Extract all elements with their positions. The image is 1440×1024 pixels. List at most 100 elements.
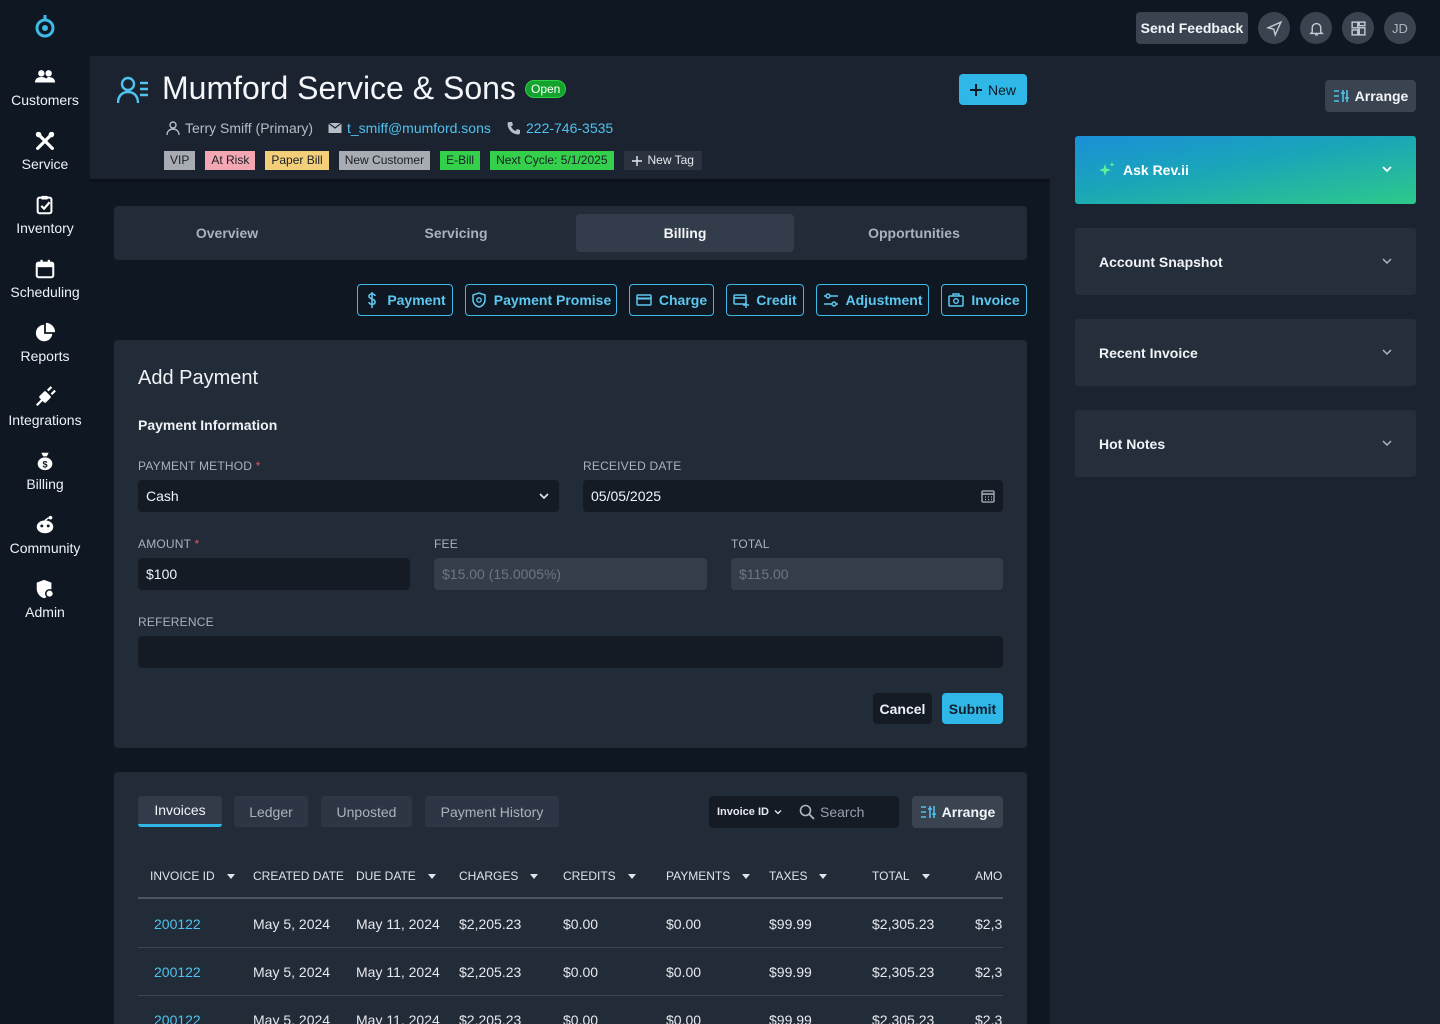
col-charges[interactable]: CHARGES (459, 869, 539, 883)
col-taxes[interactable]: TAXES (769, 869, 828, 883)
sidebar-item-billing[interactable]: $ Billing (0, 450, 90, 506)
col-amount[interactable]: AMO (975, 869, 1003, 883)
shield-dollar-icon (472, 292, 486, 308)
table-row[interactable]: 200122 May 5, 2024 May 11, 2024 $2,205.2… (138, 996, 1003, 1024)
tag-next-cycle[interactable]: Next Cycle: 5/1/2025 (490, 151, 614, 170)
customer-header: Mumford Service & Sons Open New Terry Sm… (90, 56, 1050, 182)
submit-button[interactable]: Submit (942, 693, 1003, 724)
tab-ledger[interactable]: Ledger (234, 796, 308, 827)
tab-servicing[interactable]: Servicing (424, 225, 488, 241)
tab-unposted[interactable]: Unposted (321, 796, 412, 827)
reference-label: REFERENCE (138, 615, 214, 629)
sort-caret-icon[interactable] (819, 873, 828, 879)
tag-new-customer[interactable]: New Customer (338, 151, 431, 170)
search-field-value: Invoice ID (717, 806, 769, 818)
tab-overview[interactable]: Overview (195, 225, 259, 241)
sidebar-item-service[interactable]: Service (0, 130, 90, 186)
payment-button[interactable]: Payment (357, 284, 453, 316)
amount-input[interactable]: $100 (138, 558, 410, 590)
cancel-button[interactable]: Cancel (873, 693, 932, 724)
new-button-label: New (987, 81, 1016, 98)
col-total[interactable]: TOTAL (872, 869, 930, 883)
col-created-date[interactable]: CREATED DATE (253, 869, 344, 883)
sort-caret-icon[interactable] (921, 873, 930, 879)
avatar[interactable]: JD (1384, 12, 1416, 44)
tab-billing[interactable]: Billing (576, 214, 794, 252)
payment-method-select[interactable]: Cash (138, 480, 559, 512)
invoice-id-link[interactable]: 200122 (154, 916, 201, 932)
primary-contact: Terry Smiff (Primary) (166, 120, 313, 136)
received-date-label: RECEIVED DATE (583, 459, 682, 473)
new-tag-button[interactable]: New Tag (623, 151, 702, 170)
table-row[interactable]: 200122 May 5, 2024 May 11, 2024 $2,205.2… (138, 948, 1003, 996)
col-credits[interactable]: CREDITS (563, 869, 636, 883)
send-feedback-button[interactable]: Send Feedback (1136, 12, 1248, 44)
sidebar-item-admin[interactable]: Admin (0, 578, 90, 634)
charge-button[interactable]: Charge (629, 284, 714, 316)
cell-total: $2,305.23 (872, 1012, 935, 1024)
invoice-label: Invoice (971, 292, 1020, 308)
search-field-select[interactable]: Invoice ID (709, 796, 791, 828)
tag-e-bill[interactable]: E-Bill (440, 151, 481, 170)
sort-caret-icon[interactable] (226, 873, 235, 879)
sidebar-item-inventory[interactable]: Inventory (0, 194, 90, 250)
sidebar-item-reports[interactable]: Reports (0, 322, 90, 378)
arrange-icon (1333, 90, 1349, 102)
bell-icon[interactable] (1300, 12, 1332, 44)
account-snapshot-section[interactable]: Account Snapshot (1075, 228, 1416, 295)
tab-opportunities[interactable]: Opportunities (868, 225, 960, 241)
tab-payment-history[interactable]: Payment History (425, 796, 559, 827)
hot-notes-section[interactable]: Hot Notes (1075, 410, 1416, 477)
sidebar-item-community[interactable]: Community (0, 514, 90, 570)
tag-at-risk[interactable]: At Risk (205, 151, 256, 170)
tag-paper-bill[interactable]: Paper Bill (265, 151, 329, 170)
sort-caret-icon[interactable] (530, 873, 539, 879)
dashboard-icon[interactable] (1342, 12, 1374, 44)
app-logo-icon[interactable] (33, 14, 57, 40)
fee-value: $15.00 (15.0005%) (442, 566, 562, 582)
calendar-icon[interactable] (981, 489, 995, 503)
sidebar-item-scheduling[interactable]: Scheduling (0, 258, 90, 314)
contact-email[interactable]: t_smiff@mumford.sons (328, 120, 491, 136)
sidebar-item-label: Billing (26, 476, 64, 492)
credit-button[interactable]: Credit (726, 284, 804, 316)
sidebar-item-integrations[interactable]: Integrations (0, 386, 90, 442)
col-payments[interactable]: PAYMENTS (666, 869, 751, 883)
reference-input[interactable] (138, 636, 1003, 668)
contact-phone[interactable]: 222-746-3535 (507, 120, 613, 136)
ask-rev-panel[interactable]: Ask Rev.ii (1075, 136, 1416, 204)
received-date-input[interactable]: 05/05/2025 (583, 480, 1003, 512)
tab-invoices[interactable]: Invoices (138, 796, 222, 827)
invoice-id-link[interactable]: 200122 (154, 1012, 201, 1024)
panel-arrange-button[interactable]: Arrange (1325, 80, 1416, 112)
invoice-button[interactable]: Invoice (941, 284, 1027, 316)
sidebar-item-label: Service (21, 156, 69, 172)
phone-link[interactable]: 222-746-3535 (526, 120, 614, 136)
invoice-id-link[interactable]: 200122 (154, 964, 201, 980)
sort-caret-icon[interactable] (627, 873, 636, 879)
page-title: Mumford Service & Sons (162, 70, 516, 106)
new-tag-label: New Tag (647, 153, 694, 167)
cell-created-date: May 5, 2024 (253, 964, 331, 980)
phone-icon (507, 122, 520, 135)
email-link[interactable]: t_smiff@mumford.sons (347, 120, 491, 136)
tag-vip[interactable]: VIP (164, 151, 196, 170)
sidebar-item-customers[interactable]: Customers (0, 66, 90, 122)
amount-label: AMOUNT * (138, 537, 200, 551)
sort-caret-icon[interactable] (427, 873, 436, 879)
table-row[interactable]: 200122 May 5, 2024 May 11, 2024 $2,205.2… (138, 900, 1003, 948)
new-button[interactable]: New (959, 74, 1027, 105)
send-icon[interactable] (1258, 12, 1290, 44)
payment-promise-button[interactable]: Payment Promise (465, 284, 617, 316)
col-due-date[interactable]: DUE DATE (356, 869, 436, 883)
adjustment-button[interactable]: Adjustment (816, 284, 929, 316)
col-invoice-id[interactable]: INVOICE ID (150, 869, 235, 883)
calendar-icon (35, 259, 55, 279)
cell-total: $2,305.23 (872, 964, 935, 980)
sort-caret-icon[interactable] (742, 873, 751, 879)
table-arrange-button[interactable]: Arrange (912, 796, 1003, 828)
search-input[interactable]: Search (791, 796, 899, 828)
add-payment-form: Add Payment Payment Information PAYMENT … (114, 340, 1027, 748)
recent-invoice-section[interactable]: Recent Invoice (1075, 319, 1416, 386)
chevron-down-icon (774, 810, 782, 815)
